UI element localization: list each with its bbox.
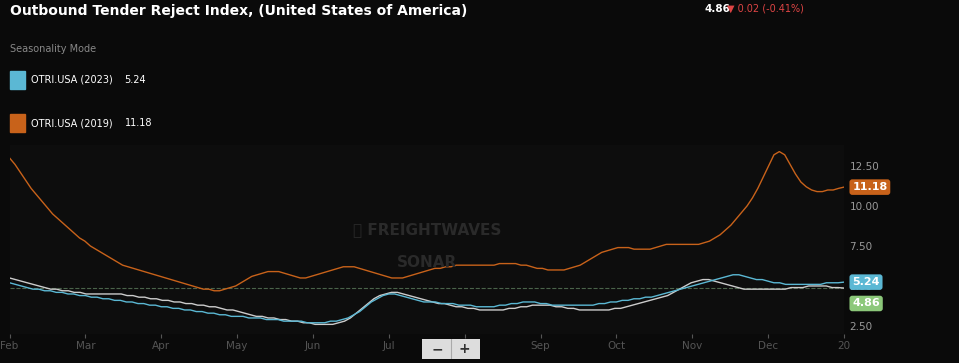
Text: OTRI.USA (2019): OTRI.USA (2019) — [31, 118, 112, 129]
Text: +: + — [458, 342, 470, 356]
Text: ▼ 0.02 (-0.41%): ▼ 0.02 (-0.41%) — [727, 4, 804, 14]
Text: −: − — [432, 342, 443, 356]
Text: 11.18: 11.18 — [125, 118, 152, 129]
Text: ⧮ FREIGHTWAVES: ⧮ FREIGHTWAVES — [353, 223, 501, 238]
Text: 11.18: 11.18 — [853, 182, 887, 192]
Text: SONAR: SONAR — [397, 255, 456, 270]
Text: Seasonality Mode: Seasonality Mode — [10, 44, 96, 54]
Text: OTRI.USA (2023): OTRI.USA (2023) — [31, 75, 112, 85]
Text: 5.24: 5.24 — [853, 277, 879, 287]
Text: Outbound Tender Reject Index, (United States of America): Outbound Tender Reject Index, (United St… — [10, 4, 467, 18]
Text: 4.86: 4.86 — [705, 4, 731, 14]
Text: 4.86: 4.86 — [853, 298, 880, 309]
Text: 5.24: 5.24 — [125, 75, 147, 85]
